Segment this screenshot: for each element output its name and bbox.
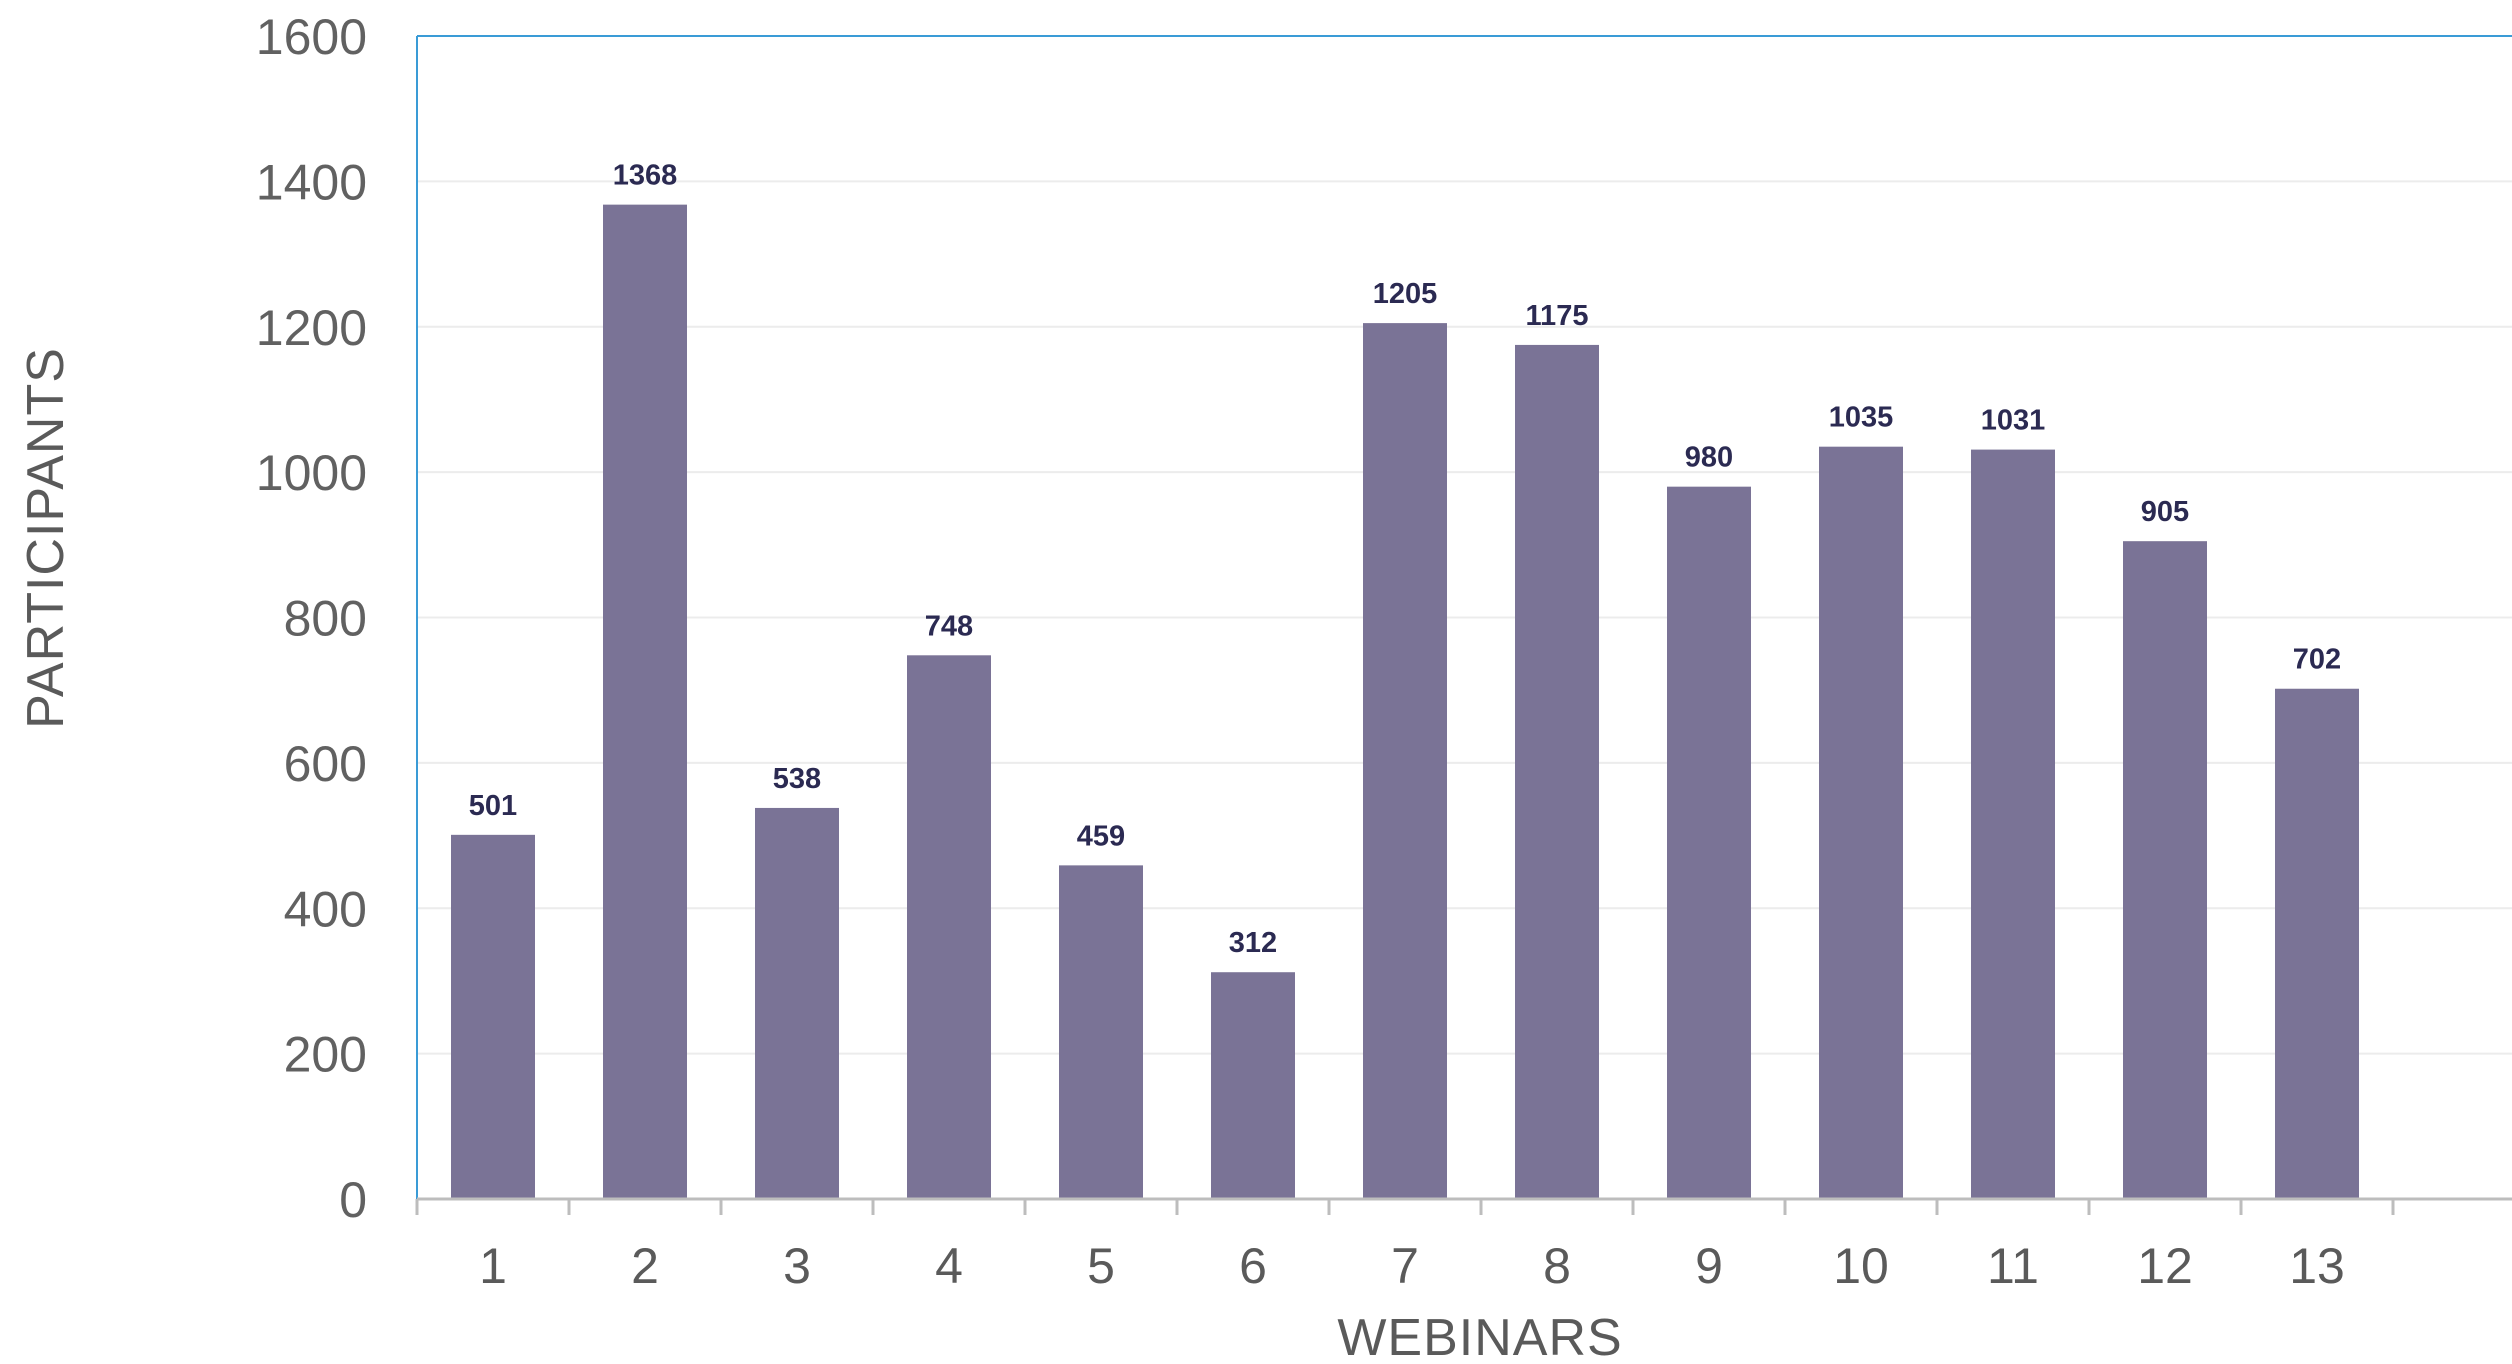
data-label: 501 [469, 790, 517, 822]
bar [2275, 688, 2359, 1199]
bar [1211, 972, 1295, 1199]
bar [1971, 449, 2055, 1199]
y-tick-label: 1400 [256, 154, 367, 210]
x-tick-label: 2 [631, 1238, 659, 1294]
data-label: 312 [1229, 927, 1277, 959]
y-tick-label: 400 [284, 881, 367, 937]
data-label: 459 [1077, 820, 1125, 852]
y-tick-label: 1600 [256, 9, 367, 65]
x-tick-label: 10 [1833, 1238, 1889, 1294]
bar [603, 204, 687, 1199]
data-label: 1175 [1526, 300, 1589, 332]
bar [1819, 446, 1903, 1199]
x-axis: 1 2 3 4 5 6 7 8 9 10 11 12 13 [415, 1197, 2512, 1294]
y-tick-label: 1200 [256, 300, 367, 356]
bar [1363, 323, 1447, 1200]
bar [907, 655, 991, 1199]
y-tick-label: 0 [339, 1172, 367, 1228]
data-label: 1205 [1373, 278, 1438, 310]
data-label: 1035 [1829, 402, 1894, 434]
x-tick-label: 8 [1543, 1238, 1571, 1294]
bar [1667, 486, 1751, 1200]
bar [755, 807, 839, 1199]
data-label: 538 [773, 763, 821, 795]
x-tick-label: 7 [1391, 1238, 1419, 1294]
y-tick-label: 800 [284, 591, 367, 647]
data-label: 1368 [613, 160, 678, 192]
bars [451, 204, 2359, 1200]
y-axis-title: PARTICIPANTS [17, 347, 75, 729]
x-tick-label: 13 [2289, 1238, 2345, 1294]
y-tick-label: 600 [284, 736, 367, 792]
y-axis: 0 200 400 600 800 1000 1200 1400 1600 [256, 9, 367, 1228]
bar [2123, 541, 2207, 1199]
data-label: 905 [2141, 496, 2189, 528]
bar [451, 834, 535, 1199]
x-tick-label: 1 [479, 1238, 507, 1294]
x-tick-label: 5 [1087, 1238, 1115, 1294]
bar [1515, 344, 1599, 1199]
data-label: 980 [1685, 442, 1733, 474]
data-label: 702 [2293, 644, 2341, 676]
data-label: 748 [925, 610, 973, 642]
x-axis-title: WEBINARS [1337, 1309, 1622, 1364]
x-tick-label: 12 [2137, 1238, 2193, 1294]
x-tick-label: 9 [1695, 1238, 1723, 1294]
x-tick-label: 4 [935, 1238, 963, 1294]
data-labels: 501 1368 538 748 459 312 1205 1175 980 1035 1031 90… [469, 160, 2341, 960]
x-tick-label: 3 [783, 1238, 811, 1294]
data-label: 1031 [1981, 405, 2046, 437]
y-tick-label: 200 [284, 1027, 367, 1083]
bar [1059, 865, 1143, 1199]
plot-border [416, 35, 2512, 1199]
x-tick-label: 11 [1987, 1238, 2039, 1294]
x-tick-label: 6 [1239, 1238, 1267, 1294]
y-tick-label: 1000 [256, 445, 367, 501]
